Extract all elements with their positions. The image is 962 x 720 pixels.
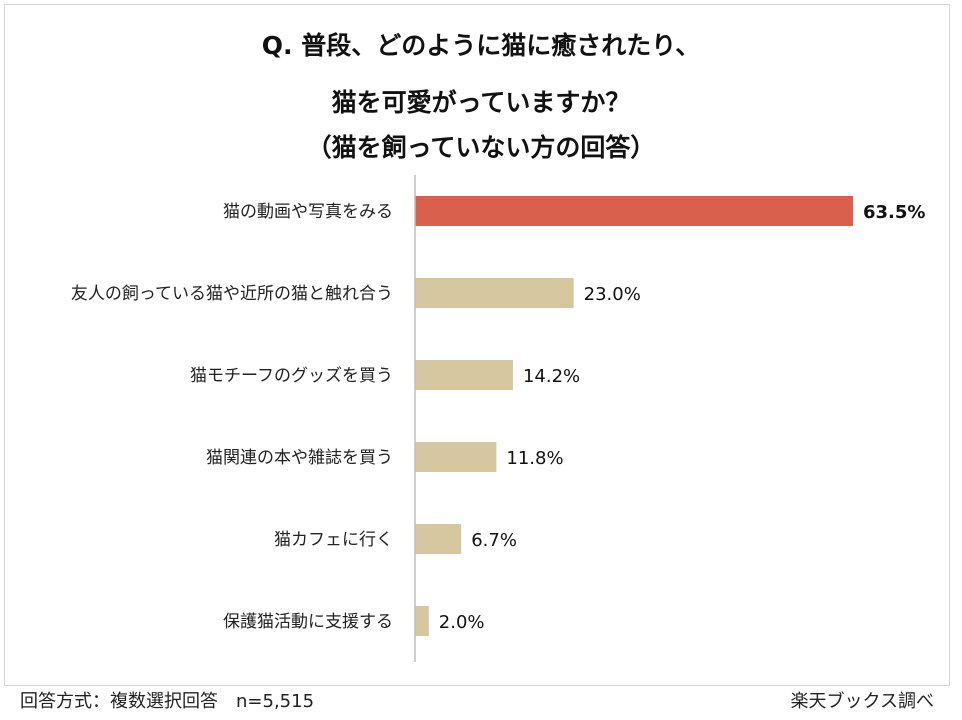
value-label: 2.0% [439, 612, 485, 633]
category-label: 猫カフェに行く [274, 530, 393, 550]
chart-frame [4, 4, 950, 686]
category-label: 猫モチーフのグッズを買う [190, 366, 393, 386]
value-label: 23.0% [584, 284, 641, 305]
category-label: 猫の動画や写真をみる [223, 202, 393, 222]
bar [415, 196, 853, 226]
bar [415, 442, 497, 472]
chart-title-line-1: Q. 普段、どのように猫に癒されたり、 [261, 31, 701, 60]
value-label: 14.2% [523, 366, 580, 387]
value-label: 63.5% [863, 202, 925, 223]
value-label: 11.8% [506, 448, 563, 469]
bar [415, 606, 429, 636]
bar [415, 278, 574, 308]
category-label: 友人の飼っている猫や近所の猫と触れ合う [71, 284, 393, 304]
chart-title-line-3: （猫を飼っていない方の回答） [306, 133, 656, 162]
chart-title-line-2: 猫を可愛がっていますか？ [331, 88, 631, 117]
bar [415, 524, 462, 554]
bar [415, 360, 513, 390]
category-label: 猫関連の本や雑誌を買う [206, 448, 393, 468]
value-label: 6.7% [471, 530, 517, 551]
category-label: 保護猫活動に支援する [223, 612, 393, 632]
survey-method-note: 回答方式：複数選択回答 n=5,515 [20, 691, 315, 712]
source-credit: 楽天ブックス調べ [790, 691, 934, 712]
